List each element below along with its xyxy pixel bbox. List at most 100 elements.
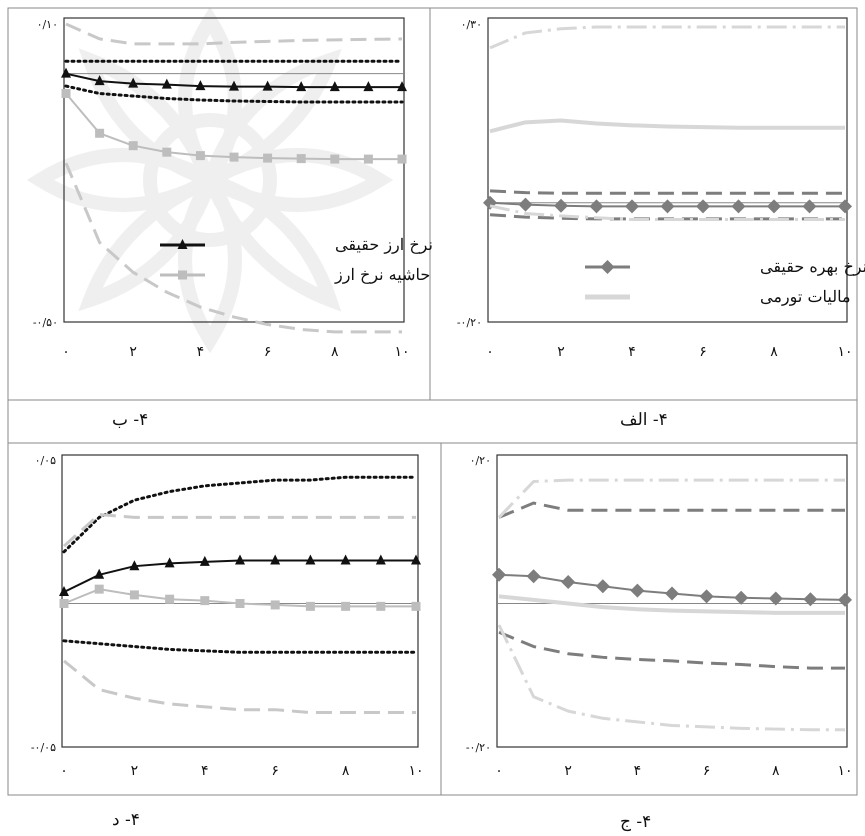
marker-square bbox=[129, 590, 139, 600]
marker-triangle bbox=[128, 77, 139, 88]
series-line-band-4 bbox=[62, 513, 416, 548]
marker-square bbox=[235, 599, 245, 608]
series-line-band-4 bbox=[497, 478, 845, 519]
marker-triangle bbox=[329, 81, 340, 92]
marker-diamond bbox=[699, 589, 714, 604]
marker-square bbox=[330, 154, 340, 164]
marker-triangle bbox=[411, 554, 421, 565]
marker-triangle bbox=[199, 555, 210, 566]
marker-square bbox=[195, 151, 205, 161]
x-tick-label: ۸ bbox=[770, 344, 778, 360]
marker-square bbox=[376, 601, 386, 611]
series-line-mean-3 bbox=[489, 118, 845, 134]
marker-square bbox=[178, 270, 187, 280]
marker-square bbox=[397, 154, 407, 164]
marker-triangle bbox=[397, 81, 407, 92]
marker-square bbox=[165, 594, 175, 604]
marker-triangle bbox=[59, 586, 69, 597]
marker-square bbox=[200, 596, 210, 606]
x-tick-label: ۸ bbox=[772, 763, 780, 779]
legend-label: نرخ ارز حقیقی bbox=[335, 235, 433, 254]
x-tick-label: ۱۰ bbox=[408, 763, 423, 779]
marker-triangle bbox=[177, 239, 188, 249]
x-tick-label: ۲ bbox=[129, 344, 137, 360]
marker-square bbox=[95, 128, 105, 138]
x-tick-label: ۴ bbox=[628, 344, 636, 360]
x-tick-label: ۶ bbox=[699, 344, 707, 360]
marker-diamond bbox=[600, 260, 615, 274]
marker-square bbox=[229, 152, 239, 162]
x-tick-label: ۱۰ bbox=[837, 344, 852, 360]
marker-square bbox=[263, 153, 273, 163]
marker-square bbox=[341, 601, 351, 611]
series-line-band-5 bbox=[489, 204, 845, 221]
marker-diamond bbox=[838, 199, 852, 214]
x-tick-label: ۴ bbox=[634, 763, 642, 779]
caption-panel-dal: ۴- د bbox=[112, 810, 140, 830]
series-line-band-4 bbox=[65, 22, 403, 46]
marker-triangle bbox=[270, 554, 281, 565]
marker-diamond bbox=[630, 583, 645, 598]
marker-diamond bbox=[554, 198, 568, 213]
marker-diamond bbox=[561, 574, 576, 589]
marker-triangle bbox=[61, 67, 71, 78]
marker-square bbox=[270, 600, 280, 610]
marker-square bbox=[61, 89, 71, 99]
x-tick-label: ۱۰ bbox=[837, 763, 852, 779]
caption-panel-alef: ۴- الف bbox=[620, 410, 668, 430]
marker-square bbox=[94, 584, 104, 594]
marker-diamond bbox=[767, 199, 781, 214]
x-tick-label: ۲ bbox=[131, 763, 139, 779]
series-line-band-5 bbox=[497, 624, 845, 732]
series-line-band-2 bbox=[498, 630, 845, 670]
x-tick-label: ۶ bbox=[271, 763, 279, 779]
marker-square bbox=[411, 601, 421, 611]
marker-diamond bbox=[526, 569, 541, 584]
series-line-band-4 bbox=[489, 25, 845, 50]
series-line-band-2 bbox=[62, 639, 418, 654]
marker-triangle bbox=[161, 78, 172, 89]
x-tick-label: ۸ bbox=[342, 763, 350, 779]
marker-triangle bbox=[229, 80, 239, 91]
marker-diamond bbox=[731, 199, 746, 214]
marker-square bbox=[296, 154, 306, 164]
marker-diamond bbox=[595, 579, 610, 594]
series-line-mean-3 bbox=[65, 92, 402, 161]
y-tick-label-top: ۰/۲۰ bbox=[470, 454, 491, 467]
marker-diamond bbox=[492, 567, 506, 582]
x-tick-label: ۰ bbox=[62, 344, 70, 360]
marker-triangle bbox=[375, 554, 386, 565]
marker-triangle bbox=[235, 554, 245, 565]
x-tick-label: ۰ bbox=[495, 763, 503, 779]
y-tick-label-top: ۰/۱۰ bbox=[37, 18, 58, 31]
marker-diamond bbox=[838, 592, 852, 607]
marker-diamond bbox=[734, 590, 749, 605]
series-line-band-1 bbox=[489, 189, 845, 195]
caption-panel-b: ۴- ب bbox=[112, 410, 149, 430]
legend-label: حاشیه نرخ ارز bbox=[334, 265, 430, 284]
y-tick-label-top: ۰/۰۵ bbox=[35, 454, 57, 467]
marker-triangle bbox=[305, 554, 316, 565]
marker-triangle bbox=[262, 80, 273, 91]
chart-panel-dal: ۰/۰۵ -۰/۰۵ ۰ ۲ ۴ ۶ ۸ ۱۰ bbox=[31, 454, 424, 779]
series-line-band-5 bbox=[64, 162, 402, 334]
marker-diamond bbox=[665, 586, 679, 601]
marker-triangle bbox=[296, 81, 307, 92]
y-tick-label-bottom: -۰/۲۰ bbox=[457, 316, 482, 329]
marker-diamond bbox=[625, 199, 639, 214]
x-tick-label: ۴ bbox=[201, 763, 209, 779]
x-tick-label: ۰ bbox=[486, 344, 494, 360]
marker-square bbox=[162, 147, 172, 157]
caption-panel-jim: ۴- ج bbox=[620, 812, 652, 832]
marker-square bbox=[363, 154, 373, 164]
plot-area bbox=[63, 17, 405, 323]
marker-diamond bbox=[696, 199, 710, 214]
figure-frame bbox=[7, 7, 858, 796]
x-tick-label: ۴ bbox=[197, 344, 205, 360]
chart-panel-jim: ۰/۲۰ -۰/۲۰ ۰ ۲ ۴ ۶ ۸ ۱۰ bbox=[466, 454, 853, 779]
marker-triangle bbox=[164, 557, 175, 568]
series-line-mean-3 bbox=[498, 594, 845, 615]
series-line-band-1 bbox=[498, 501, 845, 519]
x-tick-label: ۸ bbox=[331, 344, 339, 360]
x-tick-label: ۰ bbox=[60, 763, 68, 779]
